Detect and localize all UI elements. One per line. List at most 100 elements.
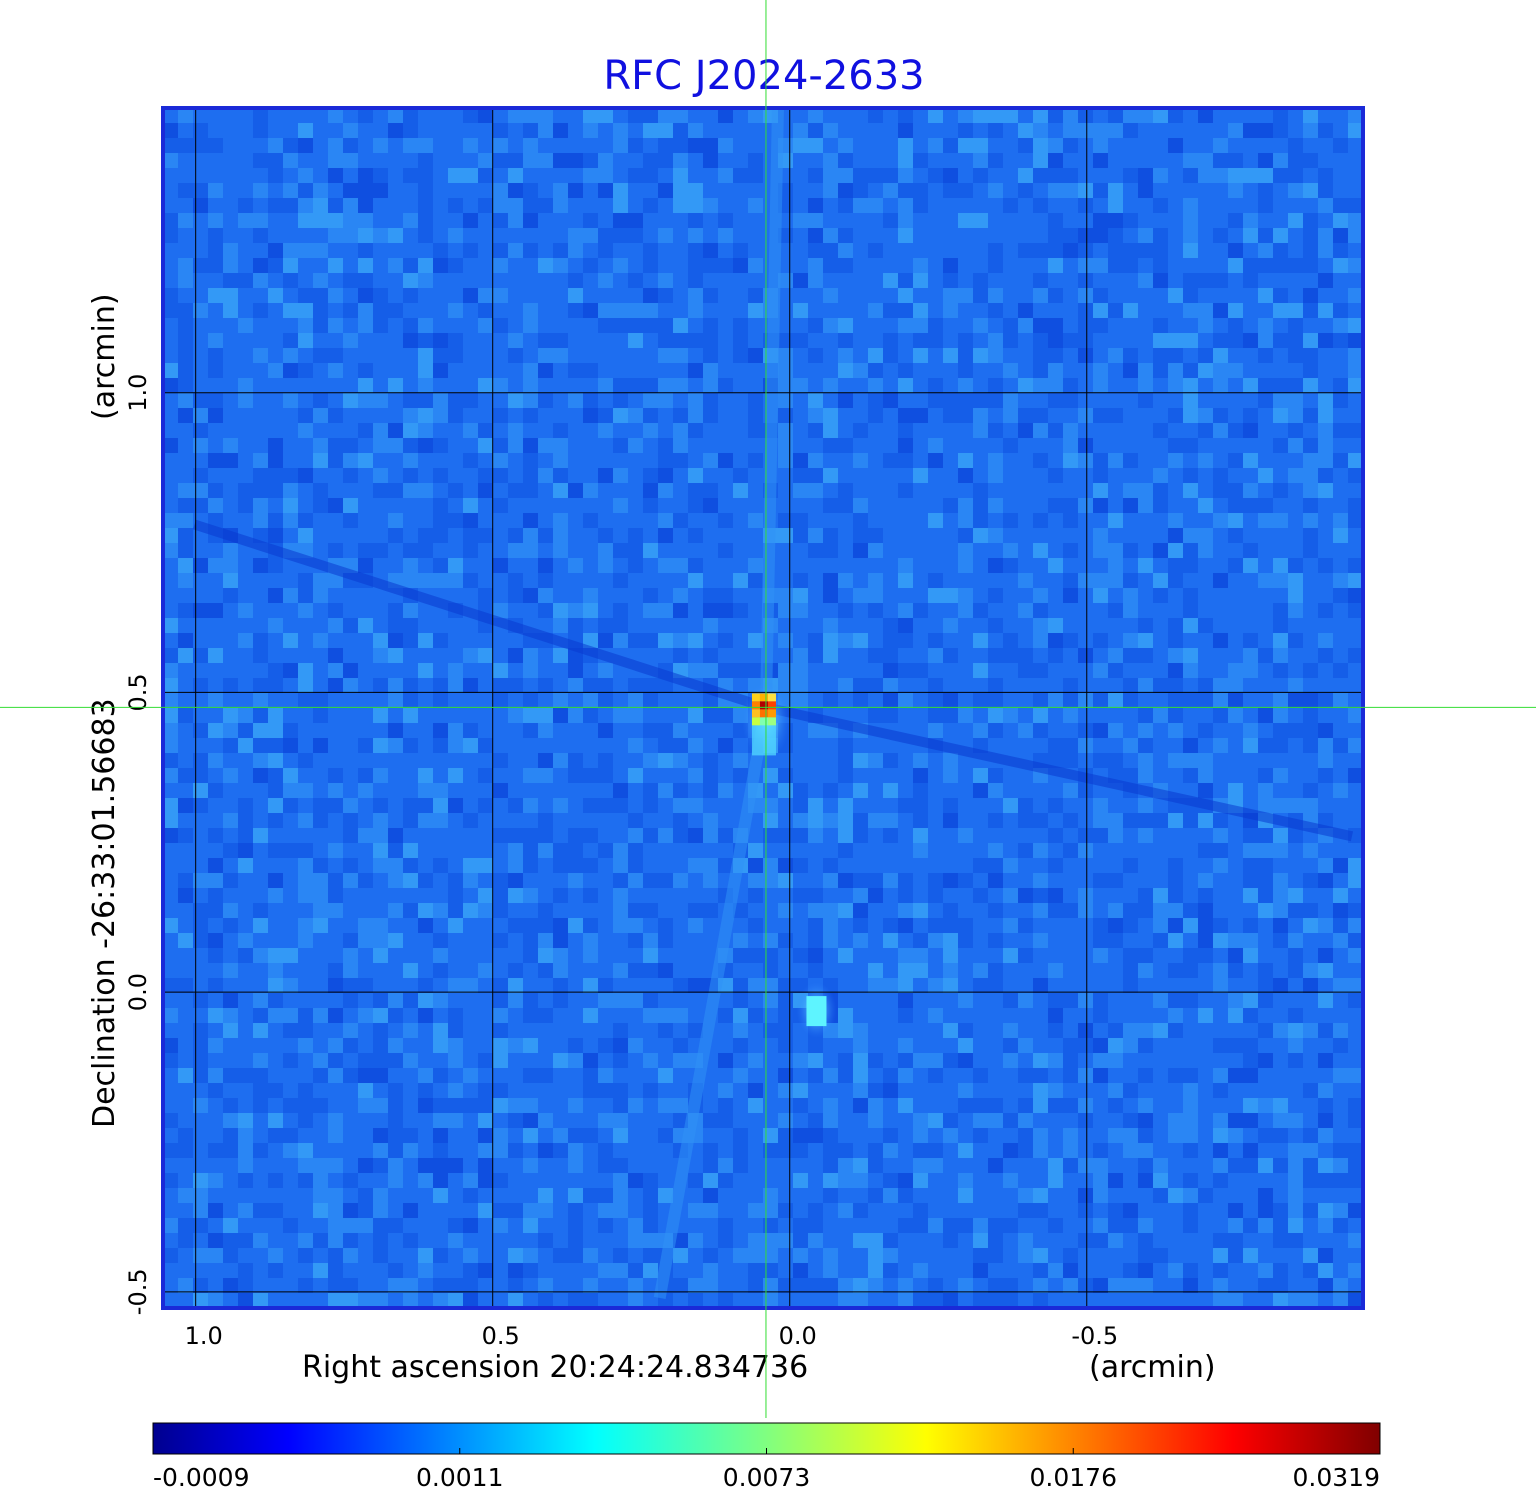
noise-pixel bbox=[448, 738, 463, 753]
image-panel bbox=[161, 106, 1365, 1310]
noise-pixel bbox=[838, 738, 853, 753]
noise-pixel bbox=[793, 453, 808, 468]
noise-pixel bbox=[1033, 543, 1048, 558]
noise-pixel bbox=[598, 663, 613, 678]
noise-pixel bbox=[208, 228, 223, 243]
noise-pixel bbox=[478, 378, 493, 393]
noise-pixel bbox=[493, 693, 508, 708]
noise-pixel bbox=[853, 513, 868, 528]
noise-pixel bbox=[373, 1233, 388, 1248]
noise-pixel bbox=[1078, 1203, 1093, 1218]
noise-pixel bbox=[433, 408, 448, 423]
noise-pixel bbox=[928, 708, 943, 723]
noise-pixel bbox=[448, 228, 463, 243]
noise-pixel bbox=[1303, 693, 1318, 708]
noise-pixel bbox=[1258, 498, 1273, 513]
noise-pixel bbox=[388, 1158, 403, 1173]
noise-pixel bbox=[598, 693, 613, 708]
noise-pixel bbox=[1348, 498, 1363, 513]
noise-pixel bbox=[1228, 363, 1243, 378]
noise-pixel bbox=[1033, 318, 1048, 333]
noise-pixel bbox=[1003, 1173, 1018, 1188]
noise-pixel bbox=[313, 1158, 328, 1173]
noise-pixel bbox=[538, 828, 553, 843]
noise-pixel bbox=[1048, 858, 1063, 873]
noise-pixel bbox=[478, 588, 493, 603]
noise-pixel bbox=[583, 258, 598, 273]
noise-pixel bbox=[1258, 168, 1273, 183]
noise-pixel bbox=[913, 1128, 928, 1143]
noise-pixel bbox=[418, 1158, 433, 1173]
noise-pixel bbox=[1048, 1263, 1063, 1278]
noise-pixel bbox=[1123, 483, 1138, 498]
noise-pixel bbox=[313, 1098, 328, 1113]
noise-pixel bbox=[748, 888, 763, 903]
noise-pixel bbox=[388, 873, 403, 888]
noise-pixel bbox=[1318, 1158, 1333, 1173]
noise-pixel bbox=[673, 603, 688, 618]
noise-pixel bbox=[988, 873, 1003, 888]
noise-pixel bbox=[493, 603, 508, 618]
noise-pixel bbox=[538, 1143, 553, 1158]
noise-pixel bbox=[673, 1278, 688, 1293]
noise-pixel bbox=[298, 318, 313, 333]
noise-pixel bbox=[1078, 108, 1093, 123]
noise-pixel bbox=[1183, 903, 1198, 918]
noise-pixel bbox=[1303, 483, 1318, 498]
noise-pixel bbox=[1243, 483, 1258, 498]
noise-pixel bbox=[883, 1173, 898, 1188]
noise-pixel bbox=[928, 168, 943, 183]
noise-pixel bbox=[268, 1173, 283, 1188]
noise-pixel bbox=[328, 768, 343, 783]
noise-pixel bbox=[1288, 213, 1303, 228]
noise-pixel bbox=[868, 1188, 883, 1203]
source-pixel bbox=[767, 701, 776, 710]
noise-pixel bbox=[1198, 453, 1213, 468]
noise-pixel bbox=[778, 438, 793, 453]
noise-pixel bbox=[808, 213, 823, 228]
noise-pixel bbox=[613, 1173, 628, 1188]
noise-pixel bbox=[943, 408, 958, 423]
noise-pixel bbox=[1138, 648, 1153, 663]
noise-pixel bbox=[208, 978, 223, 993]
noise-pixel bbox=[853, 933, 868, 948]
noise-pixel bbox=[823, 1098, 838, 1113]
noise-pixel bbox=[673, 453, 688, 468]
noise-pixel bbox=[268, 738, 283, 753]
noise-pixel bbox=[1018, 1038, 1033, 1053]
noise-pixel bbox=[1063, 588, 1078, 603]
noise-pixel bbox=[1078, 573, 1093, 588]
noise-pixel bbox=[418, 798, 433, 813]
noise-pixel bbox=[688, 708, 703, 723]
noise-pixel bbox=[1138, 1278, 1153, 1293]
noise-pixel bbox=[1273, 828, 1288, 843]
noise-pixel bbox=[988, 978, 1003, 993]
noise-pixel bbox=[193, 123, 208, 138]
noise-pixel bbox=[1273, 1263, 1288, 1278]
noise-pixel bbox=[1243, 828, 1258, 843]
noise-pixel bbox=[928, 108, 943, 123]
noise-pixel bbox=[1123, 243, 1138, 258]
noise-pixel bbox=[508, 1263, 523, 1278]
noise-pixel bbox=[688, 123, 703, 138]
noise-pixel bbox=[958, 603, 973, 618]
noise-pixel bbox=[688, 393, 703, 408]
noise-pixel bbox=[508, 198, 523, 213]
noise-pixel bbox=[703, 1188, 718, 1203]
noise-pixel bbox=[613, 1248, 628, 1263]
noise-pixel bbox=[388, 438, 403, 453]
noise-pixel bbox=[958, 213, 973, 228]
noise-pixel bbox=[403, 618, 418, 633]
noise-pixel bbox=[1288, 1233, 1303, 1248]
noise-pixel bbox=[1048, 333, 1063, 348]
noise-pixel bbox=[1213, 693, 1228, 708]
noise-pixel bbox=[1093, 1188, 1108, 1203]
noise-pixel bbox=[1048, 1053, 1063, 1068]
noise-pixel bbox=[1198, 888, 1213, 903]
noise-pixel bbox=[1348, 948, 1363, 963]
noise-pixel bbox=[268, 708, 283, 723]
noise-pixel bbox=[298, 123, 313, 138]
noise-pixel bbox=[1183, 1128, 1198, 1143]
noise-pixel bbox=[793, 783, 808, 798]
noise-pixel bbox=[1183, 528, 1198, 543]
